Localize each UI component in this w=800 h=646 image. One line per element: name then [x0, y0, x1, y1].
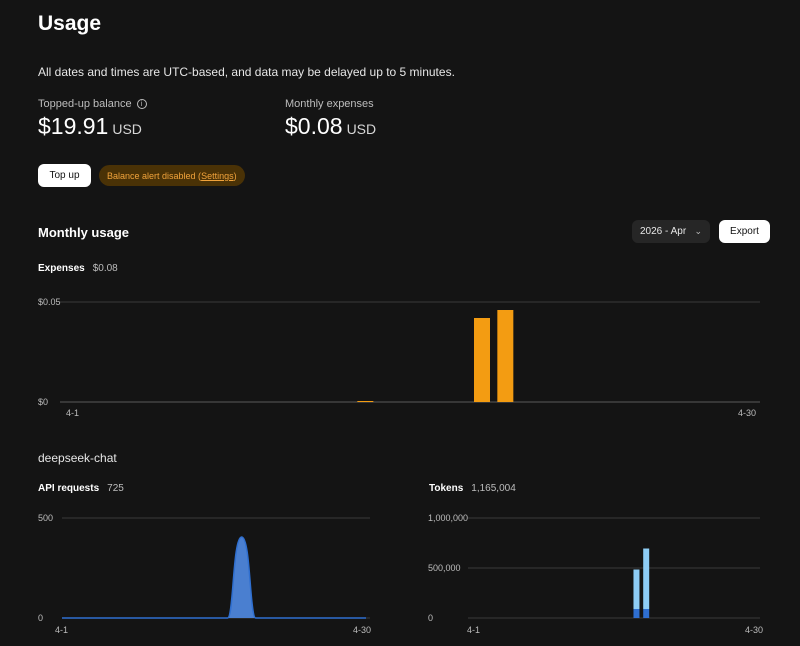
tokens-y-tick-top: 1,000,000	[428, 513, 468, 523]
monthly-expenses-value-row: $0.08 USD	[285, 113, 376, 140]
chevron-down-icon: ⌄	[694, 226, 702, 237]
expenses-y-tick-top: $0.05	[38, 297, 61, 307]
expenses-value: $0.08	[92, 263, 118, 274]
expenses-bar	[497, 310, 514, 402]
balance-label: Topped-up balance	[38, 98, 132, 110]
balance-stat: Topped-up balance i $19.91 USD	[38, 98, 147, 140]
monthly-expenses-unit: USD	[346, 121, 377, 137]
tokens-bar	[633, 569, 640, 609]
tokens-x-start: 4-1	[467, 625, 480, 635]
export-button[interactable]: Export	[719, 220, 770, 243]
monthly-usage-title: Monthly usage	[38, 225, 130, 240]
monthly-expenses-value: $0.08	[285, 113, 343, 139]
api-requests-metric: API requests 725	[38, 483, 124, 494]
expenses-bars	[357, 310, 514, 402]
balance-value-row: $19.91 USD	[38, 113, 147, 140]
alert-settings-link[interactable]: Settings	[201, 170, 234, 181]
monthly-expenses-label: Monthly expenses	[285, 98, 374, 110]
expenses-chart: $0.05 $0 4-1 4-30	[38, 297, 760, 418]
model-name: deepseek-chat	[38, 451, 117, 465]
requests-area	[62, 536, 366, 619]
tokens-bar-segment	[643, 609, 650, 618]
api-requests-value: 725	[107, 483, 124, 494]
balance-alert-badge: Balance alert disabled (Settings)	[99, 165, 245, 186]
tokens-label: Tokens	[429, 483, 464, 494]
info-icon[interactable]: i	[136, 99, 147, 109]
expenses-x-end: 4-30	[738, 408, 756, 418]
api-requests-label: API requests	[38, 483, 100, 494]
expenses-bar	[474, 318, 490, 402]
monthly-expenses-stat: Monthly expenses $0.08 USD	[285, 98, 376, 140]
tokens-bars	[633, 548, 650, 618]
tokens-value: 1,165,004	[471, 483, 516, 494]
tokens-bar	[643, 548, 650, 609]
api-requests-chart: 500 0 4-1 4-30	[38, 513, 371, 635]
page-title: Usage	[38, 12, 102, 35]
month-select-value: 2026 - Apr	[640, 226, 687, 237]
expenses-label: Expenses	[38, 263, 85, 274]
month-select[interactable]: 2026 - Apr ⌄	[632, 220, 710, 243]
requests-x-end: 4-30	[353, 625, 371, 635]
utc-notice: All dates and times are UTC-based, and d…	[38, 65, 455, 79]
balance-unit: USD	[112, 121, 142, 137]
expenses-x-start: 4-1	[66, 408, 79, 418]
tokens-x-end: 4-30	[745, 625, 763, 635]
tokens-chart: 1,000,000 500,000 0 4-1 4-30	[428, 513, 763, 635]
expenses-y-tick-zero: $0	[38, 397, 48, 407]
requests-y-tick-top: 500	[38, 513, 53, 523]
tokens-y-tick-mid: 500,000	[428, 563, 461, 573]
requests-x-start: 4-1	[55, 625, 68, 635]
expenses-metric: Expenses $0.08	[38, 263, 118, 274]
expenses-bar	[357, 401, 374, 402]
top-up-button[interactable]: Top up	[38, 164, 91, 187]
tokens-metric: Tokens 1,165,004	[429, 483, 516, 494]
tokens-y-tick-zero: 0	[428, 613, 433, 623]
requests-y-tick-zero: 0	[38, 613, 43, 623]
tokens-bar-segment	[633, 609, 640, 618]
balance-value: $19.91	[38, 113, 109, 139]
